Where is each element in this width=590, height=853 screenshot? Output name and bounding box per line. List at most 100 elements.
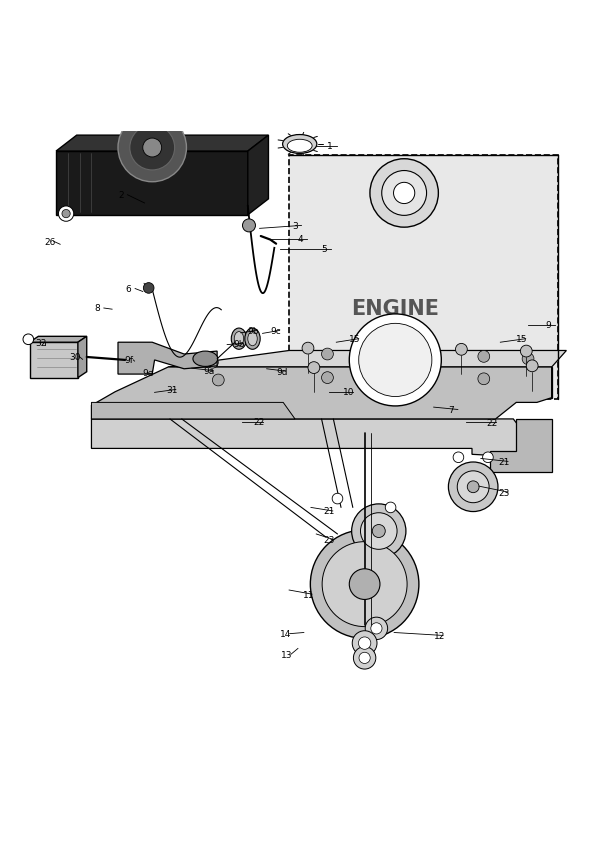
Circle shape [130,126,175,171]
Polygon shape [56,136,268,152]
Circle shape [467,481,479,493]
Polygon shape [248,136,268,216]
Polygon shape [30,343,78,378]
Circle shape [143,283,154,294]
Text: 9a: 9a [204,367,215,375]
Circle shape [353,647,376,670]
Text: 12: 12 [434,631,445,641]
Circle shape [359,637,371,649]
Text: 21: 21 [323,507,335,516]
Polygon shape [91,420,537,457]
Text: 13: 13 [281,650,293,659]
Circle shape [332,494,343,504]
Text: 5: 5 [322,245,327,254]
Text: 30: 30 [70,352,81,362]
Text: 4: 4 [298,235,304,244]
Circle shape [478,374,490,386]
Text: 22: 22 [487,419,498,427]
Polygon shape [91,403,295,420]
Circle shape [453,452,464,463]
Text: 15: 15 [349,334,360,344]
Circle shape [520,345,532,357]
Circle shape [352,631,377,656]
Circle shape [478,351,490,363]
Text: 9d: 9d [276,367,287,376]
Text: 9b: 9b [248,327,259,335]
Ellipse shape [193,351,218,367]
Text: 26: 26 [44,237,55,247]
Polygon shape [168,368,552,398]
Circle shape [359,653,371,664]
Text: 21: 21 [499,457,510,467]
Text: 9f: 9f [124,356,133,365]
Polygon shape [30,337,87,343]
Circle shape [206,357,218,368]
Text: 15: 15 [516,334,527,344]
Circle shape [118,114,186,183]
Text: eReplacementParts.com: eReplacementParts.com [185,406,405,424]
Circle shape [242,220,255,233]
Circle shape [349,315,441,407]
Circle shape [58,206,74,222]
Circle shape [308,363,320,374]
Ellipse shape [248,332,257,346]
Ellipse shape [283,136,317,154]
Circle shape [448,462,498,512]
Circle shape [360,514,397,549]
Circle shape [322,542,407,627]
Text: 9e: 9e [143,369,154,378]
Circle shape [322,349,333,361]
Circle shape [382,171,427,216]
Circle shape [372,525,385,538]
Text: 2: 2 [118,191,124,200]
Circle shape [310,531,419,639]
Text: 6: 6 [126,285,132,293]
Circle shape [352,504,406,559]
Circle shape [23,334,34,345]
Circle shape [359,324,432,397]
Circle shape [322,372,333,384]
Circle shape [385,502,396,514]
Text: 14: 14 [280,630,291,638]
Circle shape [371,623,382,635]
Circle shape [394,183,415,205]
Text: 1: 1 [327,142,333,151]
Circle shape [455,344,467,356]
Ellipse shape [231,328,247,350]
Text: 11: 11 [303,590,314,599]
Circle shape [349,569,380,600]
Ellipse shape [245,328,260,350]
Circle shape [302,343,314,355]
Text: 31: 31 [166,386,178,394]
Circle shape [62,210,70,218]
Text: 23: 23 [499,488,510,497]
Polygon shape [78,337,87,378]
Circle shape [370,160,438,228]
Circle shape [212,374,224,386]
Text: 32: 32 [35,339,47,347]
Text: 10: 10 [343,388,355,397]
Circle shape [457,472,489,503]
Circle shape [483,452,493,463]
Ellipse shape [234,332,244,346]
Circle shape [522,353,534,365]
Text: 23: 23 [323,535,335,544]
Ellipse shape [287,140,312,153]
Text: 9b: 9b [233,339,244,349]
Text: ENGINE: ENGINE [351,299,440,319]
Circle shape [365,618,388,640]
Circle shape [143,139,162,158]
Bar [56,152,248,216]
Text: 3: 3 [292,222,298,230]
Text: 9: 9 [546,321,552,329]
Text: 8: 8 [94,305,100,313]
Polygon shape [168,351,566,368]
Polygon shape [490,420,552,473]
Text: 9c: 9c [270,327,281,335]
Polygon shape [91,368,552,420]
Text: 7: 7 [448,405,454,415]
Circle shape [526,361,538,372]
FancyBboxPatch shape [289,155,558,400]
Text: 22: 22 [254,418,265,426]
Polygon shape [118,343,217,374]
